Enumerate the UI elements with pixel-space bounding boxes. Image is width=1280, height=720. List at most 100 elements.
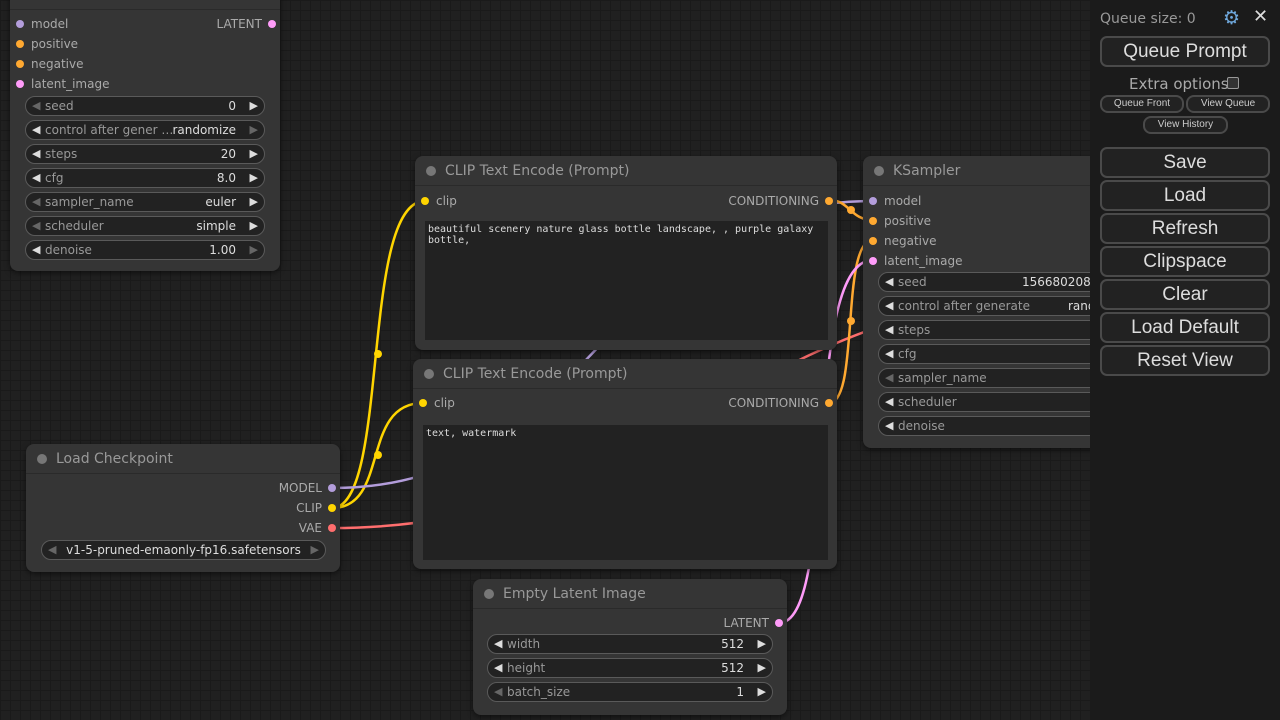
node-title-bar[interactable] [10, 0, 280, 10]
decrement-arrow-icon[interactable]: ◀ [885, 371, 894, 384]
positive-slot-dot[interactable] [16, 40, 24, 48]
empty-latent-image-node[interactable]: Empty Latent Image LATENT ◀ width 512 ▶ ◀ hei… [473, 579, 787, 715]
widget-seed[interactable]: ◀ seed 0 ▶ [25, 96, 265, 116]
decrement-arrow-icon[interactable]: ◀ [32, 195, 41, 208]
output-clip[interactable]: CLIP [296, 498, 336, 518]
vae-slot-dot[interactable] [328, 524, 336, 532]
decrement-arrow-icon[interactable]: ◀ [494, 685, 503, 698]
output-latent[interactable]: LATENT [217, 14, 276, 34]
prompt-textarea[interactable]: text, watermark [423, 425, 828, 560]
increment-arrow-icon[interactable]: ▶ [757, 661, 766, 674]
widget-sampler-name[interactable]: ◀ sampler_name euler ▶ [25, 192, 265, 212]
widget-height[interactable]: ◀ height 512 ▶ [487, 658, 773, 678]
clip-slot-dot[interactable] [419, 399, 427, 407]
input-latent-image[interactable]: latent_image [869, 251, 962, 271]
widget-cfg[interactable]: ◀ cfg 8.0 ▶ [25, 168, 265, 188]
negative-slot-dot[interactable] [869, 237, 877, 245]
view-history-button[interactable]: View History [1143, 116, 1228, 134]
output-conditioning[interactable]: CONDITIONING [728, 393, 833, 413]
clip-slot-dot[interactable] [328, 504, 336, 512]
node-title[interactable]: KSampler [863, 156, 1163, 186]
input-model[interactable]: model [869, 191, 921, 211]
conditioning-slot-dot[interactable] [825, 399, 833, 407]
next-arrow-icon[interactable]: ▶ [310, 543, 319, 556]
input-positive[interactable]: positive [16, 34, 78, 54]
node-title[interactable]: CLIP Text Encode (Prompt) [415, 156, 837, 186]
decrement-arrow-icon[interactable]: ◀ [32, 147, 41, 160]
collapse-dot[interactable] [424, 369, 434, 379]
increment-arrow-icon[interactable]: ▶ [249, 99, 258, 112]
clipspace-button[interactable]: Clipspace [1100, 246, 1270, 277]
increment-arrow-icon[interactable]: ▶ [249, 171, 258, 184]
refresh-button[interactable]: Refresh [1100, 213, 1270, 244]
widget-scheduler[interactable]: ◀ scheduler simple ▶ [25, 216, 265, 236]
reset-view-button[interactable]: Reset View [1100, 345, 1270, 376]
model-slot-dot[interactable] [16, 20, 24, 28]
decrement-arrow-icon[interactable]: ◀ [494, 661, 503, 674]
increment-arrow-icon[interactable]: ▶ [249, 147, 258, 160]
negative-slot-dot[interactable] [16, 60, 24, 68]
input-negative[interactable]: negative [16, 54, 83, 74]
widget-steps[interactable]: ◀ steps 20 ▶ [25, 144, 265, 164]
input-latent-image[interactable]: latent_image [16, 74, 109, 94]
decrement-arrow-icon[interactable]: ◀ [32, 99, 41, 112]
increment-arrow-icon[interactable]: ▶ [249, 123, 258, 136]
node-title[interactable]: CLIP Text Encode (Prompt) [413, 359, 837, 389]
clip-text-encode-positive-node[interactable]: CLIP Text Encode (Prompt) clip CONDITION… [415, 156, 837, 350]
output-latent[interactable]: LATENT [724, 613, 783, 633]
view-queue-button[interactable]: View Queue [1186, 95, 1270, 113]
collapse-dot[interactable] [874, 166, 884, 176]
load-checkpoint-node[interactable]: Load Checkpoint MODEL CLIP VAE ◀ v1-5-pr… [26, 444, 340, 572]
queue-front-button[interactable]: Queue Front [1100, 95, 1184, 113]
decrement-arrow-icon[interactable]: ◀ [32, 243, 41, 256]
decrement-arrow-icon[interactable]: ◀ [32, 123, 41, 136]
input-clip[interactable]: clip [421, 191, 457, 211]
decrement-arrow-icon[interactable]: ◀ [885, 299, 894, 312]
ksampler-node-top[interactable]: model positive negative latent_image LATENT… [10, 0, 280, 271]
clear-button[interactable]: Clear [1100, 279, 1270, 310]
positive-slot-dot[interactable] [869, 217, 877, 225]
clip-text-encode-negative-node[interactable]: CLIP Text Encode (Prompt) clip CONDITION… [413, 359, 837, 569]
output-vae[interactable]: VAE [299, 518, 336, 538]
widget-width[interactable]: ◀ width 512 ▶ [487, 634, 773, 654]
collapse-dot[interactable] [426, 166, 436, 176]
increment-arrow-icon[interactable]: ▶ [757, 637, 766, 650]
input-positive[interactable]: positive [869, 211, 931, 231]
widget-batch-size[interactable]: ◀ batch_size 1 ▶ [487, 682, 773, 702]
gear-icon[interactable]: ⚙ [1223, 7, 1241, 29]
widget-control[interactable]: ◀ control after gener … randomize ▶ [25, 120, 265, 140]
decrement-arrow-icon[interactable]: ◀ [885, 419, 894, 432]
queue-prompt-button[interactable]: Queue Prompt [1100, 36, 1270, 67]
latent-image-slot-dot[interactable] [16, 80, 24, 88]
input-clip[interactable]: clip [419, 393, 455, 413]
collapse-dot[interactable] [484, 589, 494, 599]
decrement-arrow-icon[interactable]: ◀ [885, 347, 894, 360]
widget-denoise[interactable]: ◀ denoise 1.00 ▶ [25, 240, 265, 260]
latent-image-slot-dot[interactable] [869, 257, 877, 265]
save-button[interactable]: Save [1100, 147, 1270, 178]
decrement-arrow-icon[interactable]: ◀ [32, 171, 41, 184]
increment-arrow-icon[interactable]: ▶ [249, 219, 258, 232]
input-negative[interactable]: negative [869, 231, 936, 251]
decrement-arrow-icon[interactable]: ◀ [885, 323, 894, 336]
clip-slot-dot[interactable] [421, 197, 429, 205]
output-conditioning[interactable]: CONDITIONING [728, 191, 833, 211]
model-slot-dot[interactable] [869, 197, 877, 205]
load-button[interactable]: Load [1100, 180, 1270, 211]
load-default-button[interactable]: Load Default [1100, 312, 1270, 343]
increment-arrow-icon[interactable]: ▶ [249, 243, 258, 256]
increment-arrow-icon[interactable]: ▶ [249, 195, 258, 208]
input-model[interactable]: model [16, 14, 68, 34]
ckpt-name-combo[interactable]: ◀ v1-5-pruned-emaonly-fp16.safetensors ▶ [41, 540, 326, 560]
prompt-textarea[interactable]: beautiful scenery nature glass bottle la… [425, 221, 828, 340]
decrement-arrow-icon[interactable]: ◀ [32, 219, 41, 232]
model-slot-dot[interactable] [328, 484, 336, 492]
extra-options-checkbox[interactable] [1227, 77, 1239, 89]
prev-arrow-icon[interactable]: ◀ [48, 543, 57, 556]
conditioning-slot-dot[interactable] [825, 197, 833, 205]
collapse-dot[interactable] [37, 454, 47, 464]
decrement-arrow-icon[interactable]: ◀ [494, 637, 503, 650]
close-icon[interactable]: ✕ [1253, 6, 1269, 27]
node-title[interactable]: Load Checkpoint [26, 444, 340, 474]
output-model[interactable]: MODEL [279, 478, 336, 498]
